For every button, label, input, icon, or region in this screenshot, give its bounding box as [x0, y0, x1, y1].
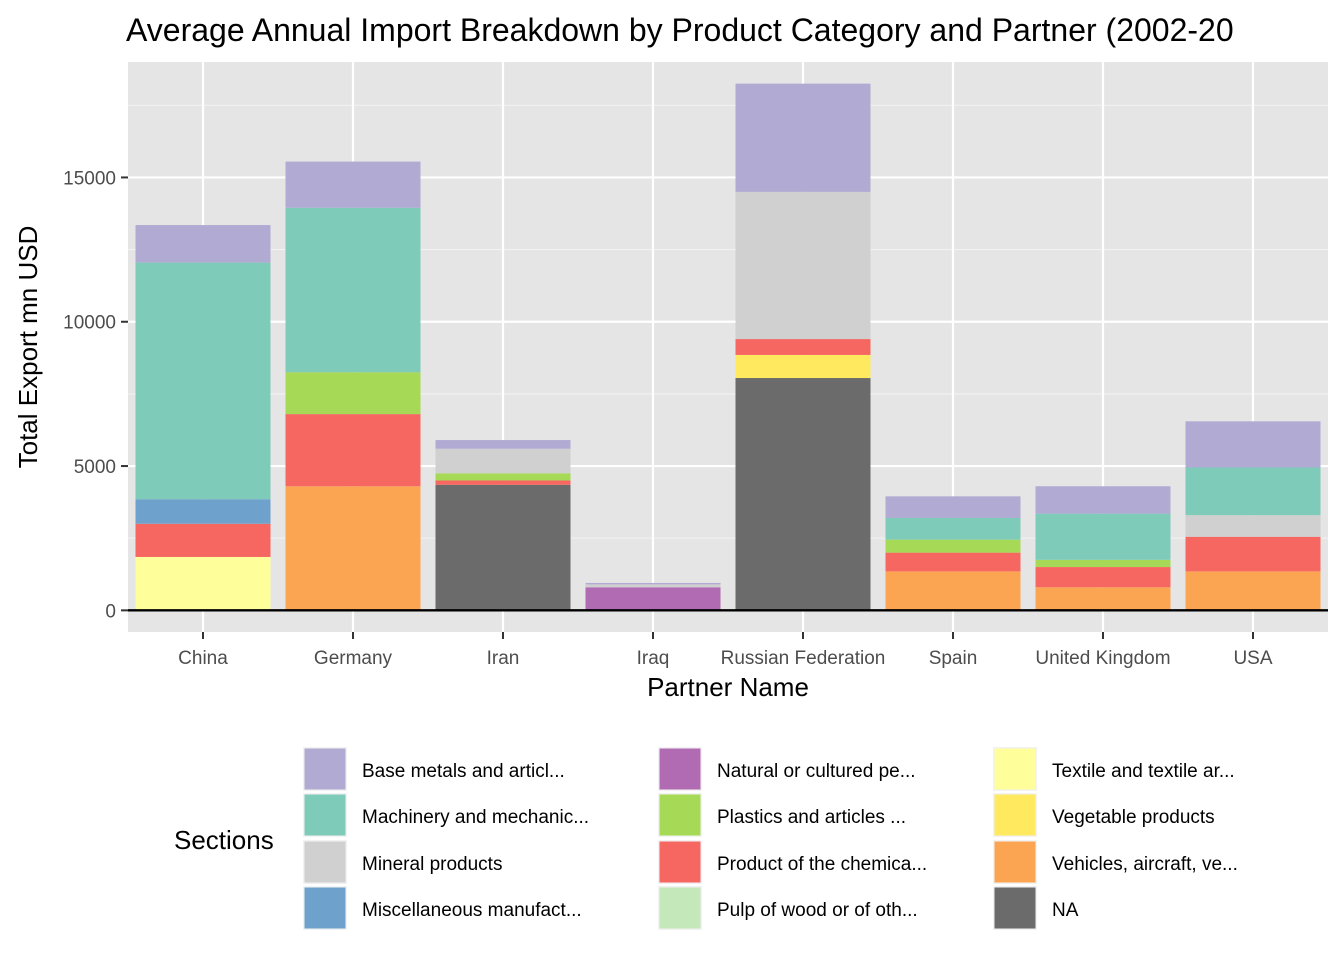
legend-item-mineral-products: Mineral products — [303, 840, 502, 884]
legend-label: Vegetable products — [1052, 807, 1215, 828]
legend-label: Natural or cultured pe... — [717, 761, 916, 782]
bar-segment-united-kingdom-vehicles-aircraft-ve — [1035, 587, 1171, 611]
bars — [135, 83, 1321, 611]
legend-key-swatch — [304, 748, 346, 790]
legend-label: Product of the chemica... — [717, 854, 927, 875]
legend-item-pulp-of-wood-or-of-oth: Pulp of wood or of oth... — [658, 886, 918, 930]
bar-segment-china-miscellaneous-manufact — [135, 499, 271, 524]
bar-segment-usa-machinery-and-mechanic — [1185, 467, 1321, 516]
legend-item-base-metals-and-articl: Base metals and articl... — [303, 747, 565, 791]
bar-segment-united-kingdom-base-metals-and-articl — [1035, 486, 1171, 514]
y-axis: 0 5000 10000 15000 — [63, 168, 128, 622]
bar-segment-spain-product-of-the-chemica — [885, 552, 1021, 572]
legend-label: Base metals and articl... — [362, 761, 565, 782]
legend-key-swatch — [659, 794, 701, 836]
bar-segment-usa-vehicles-aircraft-ve — [1185, 571, 1321, 611]
legend-key-swatch — [994, 841, 1036, 883]
bar-segment-china-machinery-and-mechanic — [135, 262, 271, 500]
bar-segment-iran-mineral-products — [435, 448, 571, 474]
legend-key-swatch — [994, 748, 1036, 790]
bar-segment-russian-federation-vegetable-products — [735, 354, 871, 379]
y-tick-label: 15000 — [63, 168, 116, 189]
bar-segment-germany-product-of-the-chemica — [285, 414, 421, 487]
x-tick-label-spain: Spain — [929, 648, 978, 669]
x-tick-label-iran: Iran — [487, 648, 520, 669]
legend-label: Machinery and mechanic... — [362, 807, 589, 828]
bar-segment-germany-vehicles-aircraft-ve — [285, 486, 421, 611]
bar-segment-china-textile-and-textile-ar — [135, 556, 271, 611]
x-tick-label-usa: USA — [1233, 648, 1272, 669]
legend: Sections Base metals and articl... Machin… — [174, 747, 1238, 930]
bar-segment-spain-vehicles-aircraft-ve — [885, 571, 1021, 611]
bar-segment-china-product-of-the-chemica — [135, 523, 271, 557]
bar-segment-russian-federation-product-of-the-chemica — [735, 339, 871, 355]
legend-label: Plastics and articles ... — [717, 807, 906, 828]
legend-key-swatch — [994, 887, 1036, 929]
x-tick-label-germany: Germany — [314, 648, 393, 669]
x-tick-label-iraq: Iraq — [637, 648, 670, 669]
bar-segment-iran-plastics-and-articles — [435, 473, 571, 481]
legend-item-natural-or-cultured-pe: Natural or cultured pe... — [658, 747, 916, 791]
legend-item-machinery-and-mechanic: Machinery and mechanic... — [303, 793, 589, 837]
bar-segment-germany-machinery-and-mechanic — [285, 207, 421, 373]
x-tick-label-china: China — [178, 648, 228, 669]
bar-segment-spain-machinery-and-mechanic — [885, 518, 1021, 540]
bar-segment-iraq-natural-or-cultured-pe — [585, 587, 721, 611]
legend-item-na: NA — [993, 886, 1079, 930]
legend-key-swatch — [994, 794, 1036, 836]
y-tick-label: 10000 — [63, 313, 116, 334]
legend-item-product-of-the-chemica: Product of the chemica... — [658, 840, 927, 884]
x-axis: China Germany Iran Iraq Russian Federation Sp… — [178, 632, 1273, 669]
bar-segment-iran-product-of-the-chemica — [435, 480, 571, 485]
legend-items: Base metals and articl... Machinery and m… — [303, 747, 1238, 930]
bar-segment-china-base-metals-and-articl — [135, 225, 271, 263]
bar-segment-usa-product-of-the-chemica — [1185, 536, 1321, 572]
legend-key-swatch — [304, 887, 346, 929]
bar-segment-russian-federation-base-metals-and-articl — [735, 83, 871, 192]
bar-segment-iraq-base-metals-and-articl — [585, 582, 721, 585]
y-tick-label: 0 — [105, 601, 116, 622]
legend-label: Textile and textile ar... — [1052, 761, 1235, 782]
legend-label: Mineral products — [362, 854, 502, 875]
legend-key-swatch — [659, 887, 701, 929]
legend-key-swatch — [659, 841, 701, 883]
chart-title: Average Annual Import Breakdown by Produ… — [126, 12, 1234, 48]
legend-key-swatch — [659, 748, 701, 790]
x-tick-label-united-kingdom: United Kingdom — [1035, 648, 1170, 669]
legend-key-swatch — [304, 794, 346, 836]
bar-segment-iran-na — [435, 484, 571, 611]
y-axis-title: Total Export mn USD — [13, 226, 43, 469]
legend-item-plastics-and-articles: Plastics and articles ... — [658, 793, 906, 837]
legend-item-miscellaneous-manufact: Miscellaneous manufact... — [303, 886, 582, 930]
legend-title: Sections — [174, 825, 274, 855]
bar-segment-russian-federation-na — [735, 378, 871, 611]
bar-segment-united-kingdom-plastics-and-articles — [1035, 559, 1171, 568]
legend-label: Miscellaneous manufact... — [362, 900, 582, 921]
bar-segment-usa-base-metals-and-articl — [1185, 421, 1321, 468]
bar-segment-spain-base-metals-and-articl — [885, 496, 1021, 518]
bar-segment-usa-mineral-products — [1185, 515, 1321, 537]
legend-item-vehicles-aircraft-ve: Vehicles, aircraft, ve... — [993, 840, 1238, 884]
x-tick-label-russian-federation: Russian Federation — [721, 648, 886, 669]
legend-item-vegetable-products: Vegetable products — [993, 793, 1215, 837]
bar-segment-united-kingdom-machinery-and-mechanic — [1035, 513, 1171, 560]
bar-segment-spain-plastics-and-articles — [885, 539, 1021, 553]
legend-label: Vehicles, aircraft, ve... — [1052, 854, 1238, 875]
y-tick-label: 5000 — [74, 457, 116, 478]
bar-segment-germany-base-metals-and-articl — [285, 161, 421, 208]
legend-label: NA — [1052, 900, 1079, 921]
bar-segment-iran-base-metals-and-articl — [435, 440, 571, 449]
x-axis-title: Partner Name — [647, 672, 809, 702]
bar-segment-iraq-mineral-products — [585, 584, 721, 588]
legend-key-swatch — [304, 841, 346, 883]
legend-item-textile-and-textile-ar: Textile and textile ar... — [993, 747, 1235, 791]
bar-segment-germany-plastics-and-articles — [285, 372, 421, 415]
legend-label: Pulp of wood or of oth... — [717, 900, 918, 921]
bar-segment-russian-federation-mineral-products — [735, 191, 871, 340]
bar-segment-united-kingdom-product-of-the-chemica — [1035, 567, 1171, 588]
